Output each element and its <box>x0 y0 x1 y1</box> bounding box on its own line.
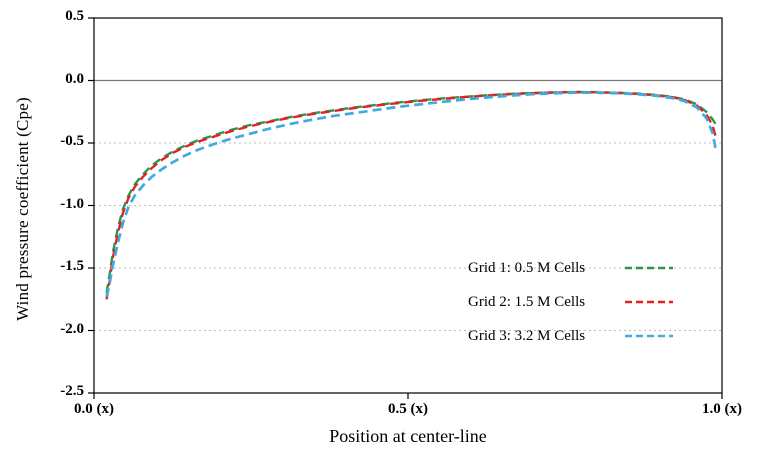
x-axis-title: Position at center-line <box>329 426 487 446</box>
y-tick-label: -0.5 <box>60 133 84 149</box>
legend-label: Grid 2: 1.5 M Cells <box>468 293 586 310</box>
y-tick-label: -1.5 <box>60 258 84 274</box>
legend-label: Grid 1: 0.5 M Cells <box>468 259 586 276</box>
y-tick-label: 0.5 <box>65 8 84 24</box>
y-tick-label: -1.0 <box>60 195 84 212</box>
y-tick-label: -2.0 <box>60 320 84 337</box>
legend-item: Grid 3: 3.2 M Cells <box>468 326 674 346</box>
legend-line-sample <box>625 334 673 338</box>
legend-item: Grid 2: 1.5 M Cells <box>468 292 674 312</box>
legend-line-sample <box>625 300 673 304</box>
legend-item: Grid 1: 0.5 M Cells <box>468 258 674 278</box>
series-line-3 <box>105 91 718 298</box>
x-tick-label: 1.0 (x) <box>702 401 742 417</box>
y-tick-label: -2.5 <box>60 383 84 399</box>
x-tick-label: 0.0 (x) <box>74 401 114 417</box>
legend-label: Grid 3: 3.2 M Cells <box>468 327 586 344</box>
y-axis-title: Wind pressure coefficient (Cpe) <box>13 97 32 321</box>
x-tick-label: 0.5 (x) <box>388 401 428 417</box>
legend-line-sample <box>625 266 673 270</box>
y-tick-label: 0.0 <box>65 70 84 87</box>
